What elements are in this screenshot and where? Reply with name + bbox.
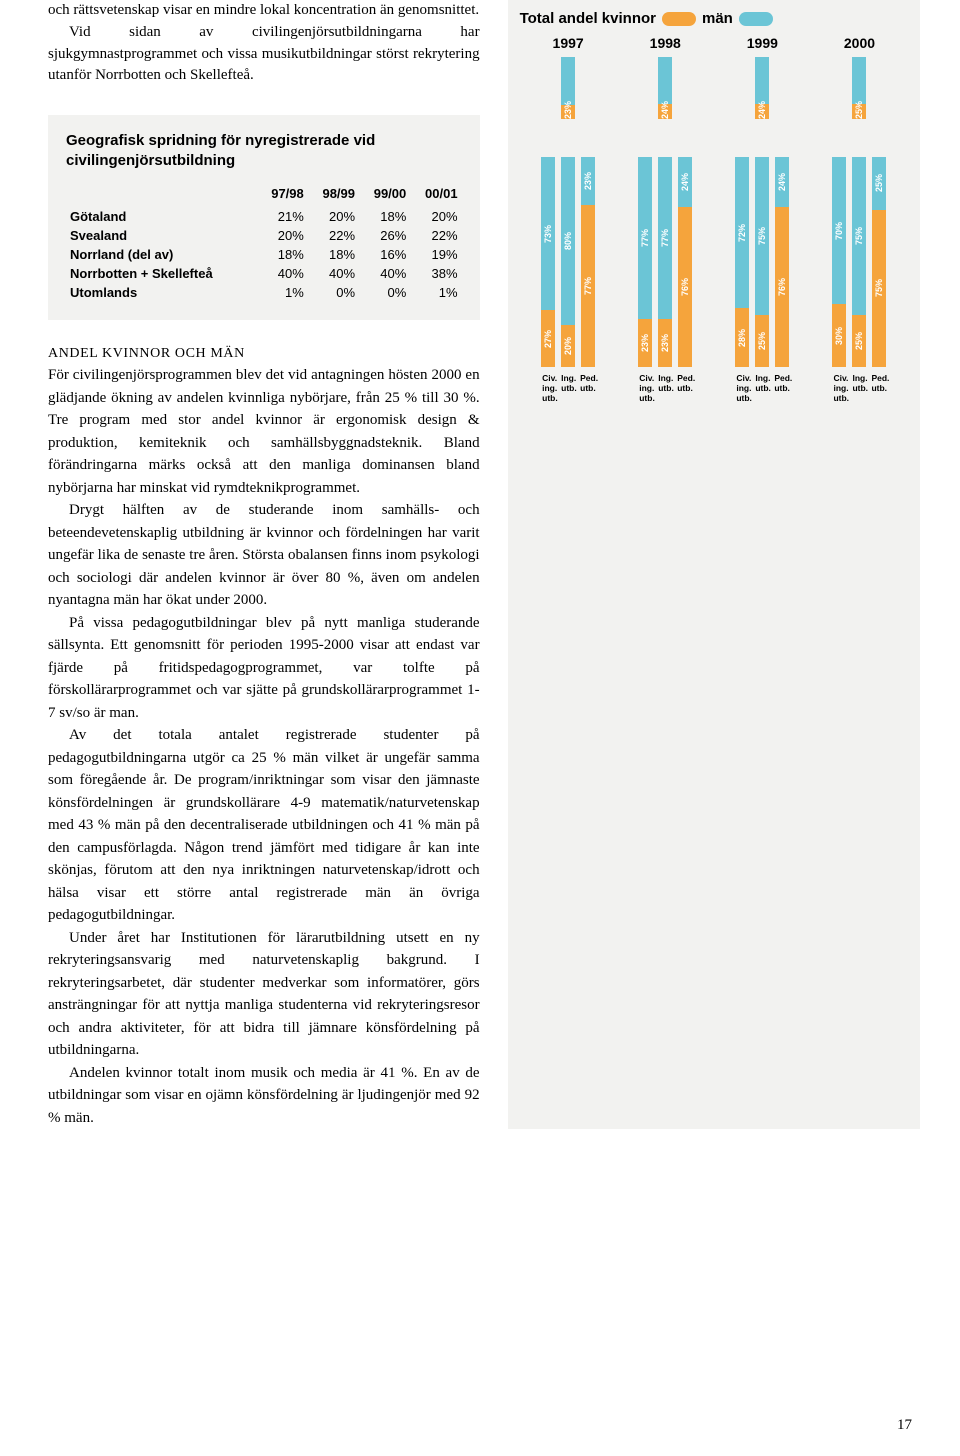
table-header: 99/00: [359, 184, 410, 207]
pct-label: 25%: [854, 332, 864, 350]
pct-label: 75%: [874, 279, 884, 297]
table-header: [66, 184, 257, 207]
pct-label: 77%: [583, 277, 593, 295]
pct-label: 76%: [777, 278, 787, 296]
total-bar: 23%: [561, 57, 575, 119]
pct-label: 27%: [543, 330, 553, 348]
pct-label: 77%: [660, 229, 670, 247]
pct-label: 75%: [757, 227, 767, 245]
table-row: Utomlands1%0%0%1%: [66, 283, 462, 302]
pct-label: 77%: [640, 229, 650, 247]
axis-label: Civ.ing.utb.: [736, 373, 750, 404]
pct-label: 80%: [563, 232, 573, 250]
grouped-bars-row: 27% 73% 20% 80% 77% 23% 23% 77% 23% 77% 76% 24% 28% 7…: [520, 137, 908, 367]
pct-label: 24%: [757, 101, 767, 119]
section-heading: ANDEL KVINNOR OCH MÄN: [48, 346, 480, 362]
geo-spread-box: Geografisk spridning för nyregistrerade …: [48, 115, 480, 320]
intro-p1: och rättsvetenskap visar en mindre lokal…: [48, 0, 480, 22]
pct-label: 24%: [680, 173, 690, 191]
year-group: 30% 70% 25% 75% 75% 25%: [811, 157, 908, 367]
geo-spread-table: 97/9898/9999/0000/01 Götaland21%20%18%20…: [66, 184, 462, 302]
year-label: 1998: [617, 35, 714, 51]
axis-label: Ing.utb.: [755, 373, 769, 404]
geo-spread-title: Geografisk spridning för nyregistrerade …: [66, 131, 462, 170]
table-row: Svealand20%22%26%22%: [66, 226, 462, 245]
total-bar: 24%: [755, 57, 769, 119]
pct-label: 23%: [563, 101, 573, 119]
chart-legend: Total andel kvinnor män: [520, 10, 908, 27]
axis-label: Ped.utb.: [677, 373, 691, 404]
axis-label: Ped.utb.: [871, 373, 885, 404]
stacked-bar: 30% 70%: [832, 157, 846, 367]
year-label: 2000: [811, 35, 908, 51]
pct-label: 23%: [660, 334, 670, 352]
table-row: Norrbotten + Skellefteå40%40%40%38%: [66, 264, 462, 283]
pct-label: 23%: [640, 334, 650, 352]
pct-label: 20%: [563, 337, 573, 355]
stacked-bar: 23% 77%: [638, 157, 652, 367]
stacked-bar: 25% 75%: [755, 157, 769, 367]
body-paragraph: För civilingenjörsprogrammen blev det vi…: [48, 364, 480, 499]
axis-label: Ing.utb.: [852, 373, 866, 404]
swatch-women-icon: [662, 12, 696, 26]
total-bar: 25%: [852, 57, 866, 119]
axis-label: Civ.ing.utb.: [639, 373, 653, 404]
axis-label: Civ.ing.utb.: [833, 373, 847, 404]
axis-label: Ing.utb.: [658, 373, 672, 404]
pct-label: 25%: [874, 174, 884, 192]
pct-label: 25%: [854, 101, 864, 119]
table-row: Götaland21%20%18%20%: [66, 207, 462, 226]
stacked-bar: 23% 77%: [658, 157, 672, 367]
pct-label: 76%: [680, 278, 690, 296]
chart-panel: Total andel kvinnor män 1997199819992000…: [508, 0, 920, 1129]
pct-label: 73%: [543, 225, 553, 243]
body-paragraph: Av det totala antalet registrerade stude…: [48, 724, 480, 927]
page-number: 17: [897, 1417, 912, 1434]
stacked-bar: 75% 25%: [872, 157, 886, 367]
intro-p2: Vid sidan av civilingenjörsutbildningarn…: [48, 22, 480, 87]
table-header: 00/01: [410, 184, 461, 207]
intro-text: och rättsvetenskap visar en mindre lokal…: [48, 0, 480, 87]
stacked-bar: 25% 75%: [852, 157, 866, 367]
year-group: 28% 72% 25% 75% 76% 24%: [714, 157, 811, 367]
stacked-bar: 76% 24%: [775, 157, 789, 367]
pct-label: 72%: [737, 224, 747, 242]
total-bar: 24%: [658, 57, 672, 119]
stacked-bar: 76% 24%: [678, 157, 692, 367]
body-paragraph: Andelen kvinnor totalt inom musik och me…: [48, 1062, 480, 1130]
year-label: 1999: [714, 35, 811, 51]
stacked-bar: 77% 23%: [581, 157, 595, 367]
year-group: 27% 73% 20% 80% 77% 23%: [520, 157, 617, 367]
axis-label: Ing.utb.: [561, 373, 575, 404]
axis-label: Civ.ing.utb.: [542, 373, 556, 404]
body-paragraph: Under året har Institutionen för lärarut…: [48, 927, 480, 1062]
year-label: 1997: [520, 35, 617, 51]
body-text: För civilingenjörsprogrammen blev det vi…: [48, 364, 480, 1129]
totals-row: 23% 24% 24% 25%: [520, 57, 908, 119]
stacked-bar: 28% 72%: [735, 157, 749, 367]
table-header: 98/99: [308, 184, 359, 207]
table-row: Norrland (del av)18%18%16%19%: [66, 245, 462, 264]
pct-label: 25%: [757, 332, 767, 350]
pct-label: 24%: [660, 101, 670, 119]
table-header: 97/98: [257, 184, 308, 207]
pct-label: 70%: [834, 222, 844, 240]
pct-label: 30%: [834, 327, 844, 345]
year-group: 23% 77% 23% 77% 76% 24%: [617, 157, 714, 367]
body-paragraph: På vissa pedagogutbildningar blev på nyt…: [48, 612, 480, 725]
stacked-bar: 20% 80%: [561, 157, 575, 367]
pct-label: 23%: [583, 172, 593, 190]
swatch-men-icon: [739, 12, 773, 26]
axis-label: Ped.utb.: [774, 373, 788, 404]
legend-label-women: Total andel kvinnor: [520, 10, 656, 27]
axis-labels: Civ.ing.utb. Ing.utb. Ped.utb. Civ.ing.utb.…: [520, 373, 908, 404]
body-paragraph: Drygt hälften av de studerande inom samh…: [48, 499, 480, 612]
pct-label: 75%: [854, 227, 864, 245]
legend-label-men: män: [702, 10, 733, 27]
years-row: 1997199819992000: [520, 35, 908, 51]
axis-label: Ped.utb.: [580, 373, 594, 404]
stacked-bar: 27% 73%: [541, 157, 555, 367]
pct-label: 28%: [737, 329, 747, 347]
pct-label: 24%: [777, 173, 787, 191]
